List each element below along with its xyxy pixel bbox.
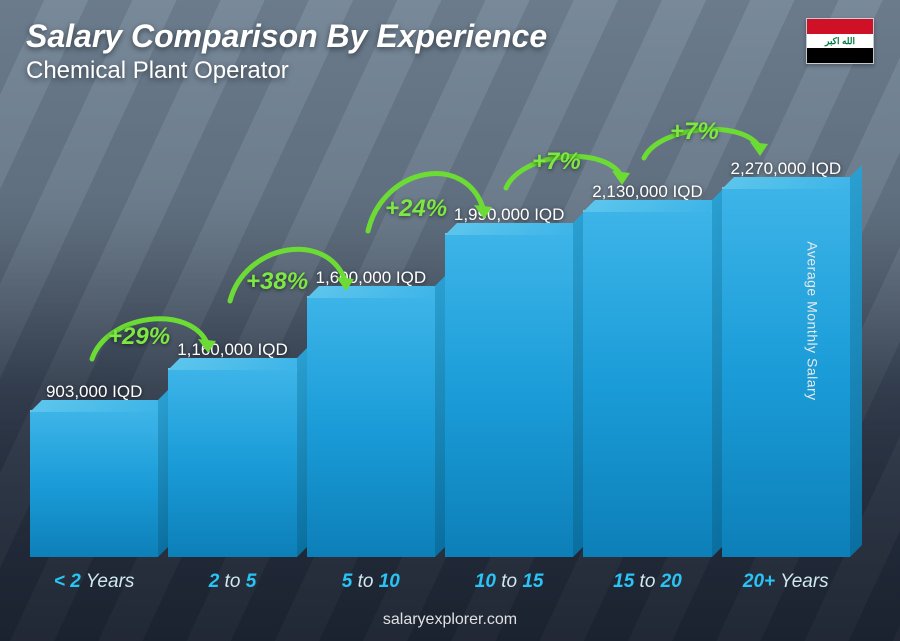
flag-stripe-middle: الله اكبر <box>807 34 873 49</box>
bar-group-4: 2,130,000 IQD15 to 20 <box>583 182 711 593</box>
bar-label: 20+ Years <box>743 571 829 593</box>
bar <box>583 210 711 557</box>
increase-label-4: +7% <box>670 118 719 146</box>
bar <box>30 410 158 557</box>
increase-label-2: +24% <box>385 195 447 223</box>
footer-attribution: salaryexplorer.com <box>0 611 900 629</box>
bar-group-5: 2,270,000 IQD20+ Years <box>722 159 850 593</box>
title-block: Salary Comparison By Experience Chemical… <box>26 18 547 85</box>
page-subtitle: Chemical Plant Operator <box>26 57 547 85</box>
flag-script: الله اكبر <box>825 36 855 47</box>
flag-stripe-bottom <box>807 48 873 63</box>
bar <box>722 187 850 557</box>
bar <box>445 233 573 557</box>
page-title: Salary Comparison By Experience <box>26 18 547 55</box>
bar-group-1: 1,160,000 IQD2 to 5 <box>168 340 296 593</box>
header: Salary Comparison By Experience Chemical… <box>26 18 874 85</box>
y-axis-label: Average Monthly Salary <box>804 241 820 400</box>
bar <box>168 368 296 557</box>
bar <box>307 296 435 557</box>
bar-label: 5 to 10 <box>342 571 400 593</box>
flag-stripe-top <box>807 19 873 34</box>
bar-label: 10 to 15 <box>475 571 544 593</box>
bar-group-0: 903,000 IQD < 2 Years <box>30 382 158 593</box>
bar-label: 2 to 5 <box>209 571 257 593</box>
increase-label-0: +29% <box>108 323 170 351</box>
bar-value: 903,000 IQD <box>46 382 142 402</box>
increase-label-3: +7% <box>532 148 581 176</box>
bar-group-2: 1,600,000 IQD5 to 10 <box>307 268 435 593</box>
increase-label-1: +38% <box>246 268 308 296</box>
country-flag-iraq: الله اكبر <box>806 18 874 64</box>
bar-label: 15 to 20 <box>613 571 682 593</box>
bar-group-3: 1,990,000 IQD10 to 15 <box>445 205 573 593</box>
bar-label: < 2 Years <box>54 571 134 593</box>
